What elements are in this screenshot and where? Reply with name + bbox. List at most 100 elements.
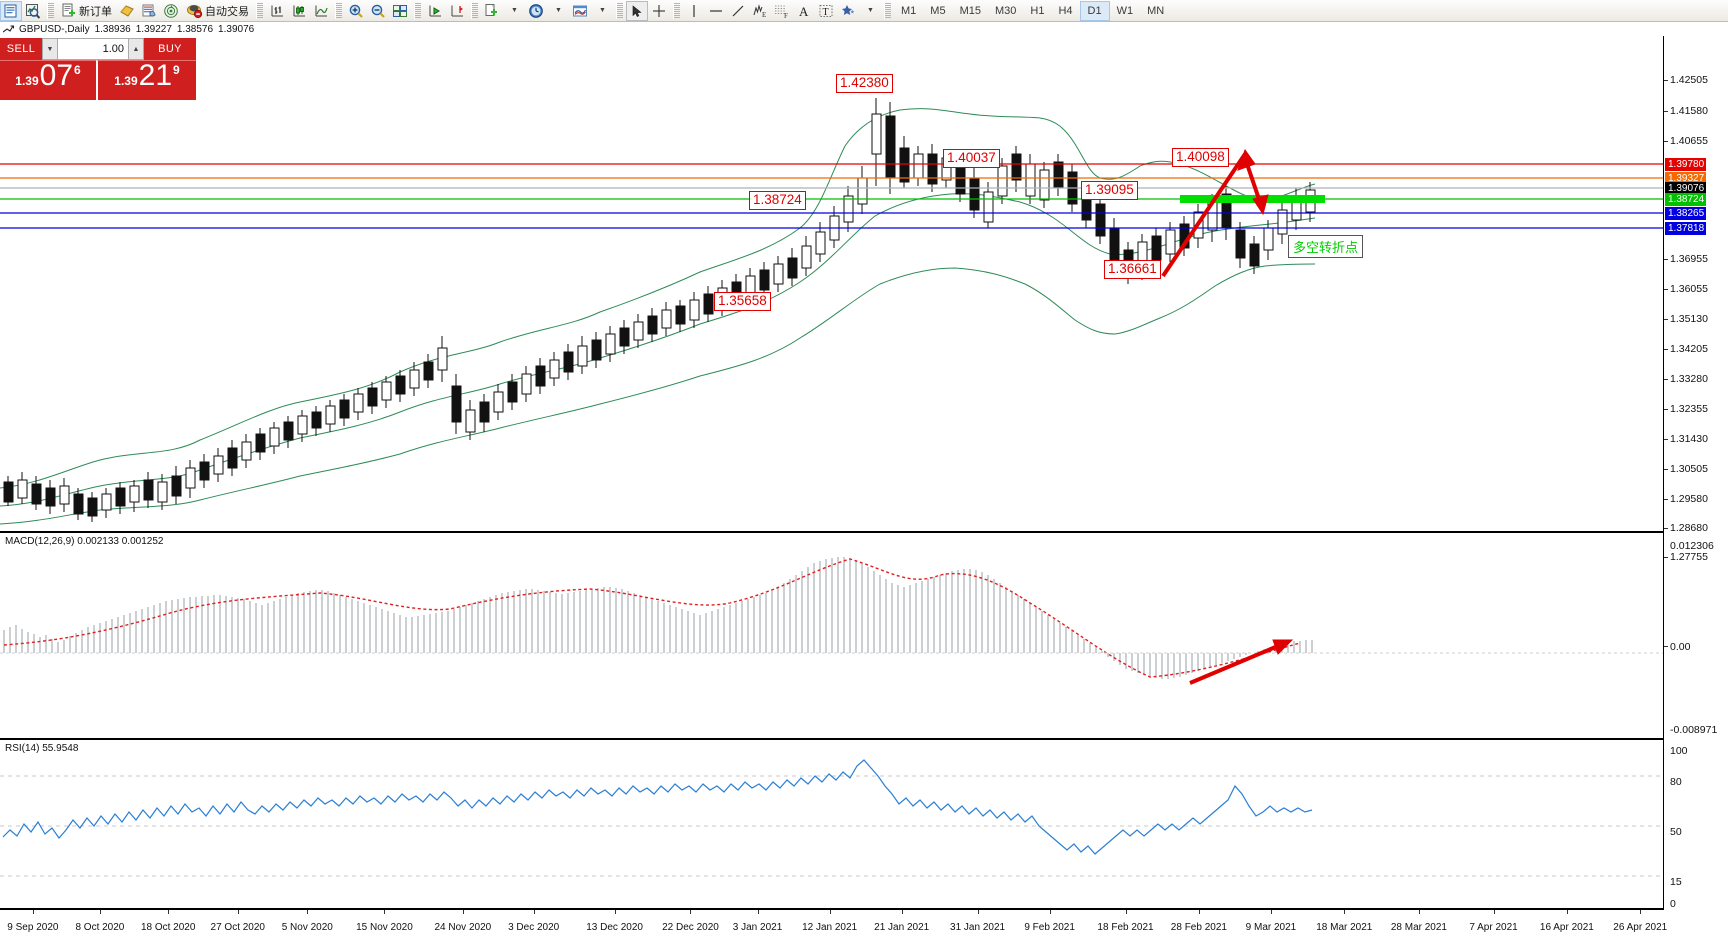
ann-139095[interactable]: 1.39095 bbox=[1081, 181, 1138, 200]
sell-price-main: 07 bbox=[39, 59, 74, 92]
timeframe-button-m5[interactable]: M5 bbox=[930, 4, 946, 17]
expert-advisor-icon[interactable] bbox=[116, 1, 138, 21]
date-axis-label: 26 Apr 2021 bbox=[1613, 922, 1668, 933]
price-axis-tick bbox=[1664, 499, 1668, 500]
volume-input[interactable]: 1.00 bbox=[58, 38, 128, 60]
chart-area[interactable]: 1.42380 1.40037 1.40098 1.39095 1.38724 1.366… bbox=[0, 36, 1728, 910]
timeframe-button-h4[interactable]: H4 bbox=[1058, 4, 1073, 17]
price-axis-label: 1.40655 bbox=[1670, 135, 1708, 147]
navigator-icon[interactable] bbox=[160, 1, 182, 21]
price-axis-label: 1.33280 bbox=[1670, 373, 1708, 385]
auto-scroll-icon[interactable] bbox=[446, 1, 468, 21]
shift-end-icon[interactable] bbox=[424, 1, 446, 21]
macd-axis-zero: 0.00 bbox=[1670, 641, 1691, 653]
price-tag-orange[interactable]: 1.39327 bbox=[1665, 172, 1707, 185]
chart-symbol-label: GBPUSD-,Daily bbox=[19, 24, 90, 35]
new-order-button[interactable]: 新订单 bbox=[57, 1, 116, 21]
chart-low-value: 1.38576 bbox=[176, 24, 214, 35]
candlestick-chart-icon[interactable] bbox=[288, 1, 310, 21]
price-tag-resistance[interactable]: 1.39780 bbox=[1665, 158, 1707, 171]
price-tag-blue2[interactable]: 1.37818 bbox=[1665, 222, 1707, 235]
rsi-axis-0: 0 bbox=[1670, 898, 1676, 910]
text-icon[interactable]: A bbox=[793, 1, 815, 21]
market-watch-icon[interactable] bbox=[22, 1, 44, 21]
macd-axis-top: 0.012306 bbox=[1670, 540, 1714, 552]
chart-high-value: 1.39227 bbox=[135, 24, 172, 35]
timeframe-button-d1[interactable]: D1 bbox=[1079, 0, 1110, 21]
cursor-icon[interactable] bbox=[626, 0, 648, 21]
date-axis-label: 28 Mar 2021 bbox=[1390, 922, 1447, 933]
ann-138724[interactable]: 1.38724 bbox=[749, 191, 806, 210]
price-pane[interactable]: 1.42380 1.40037 1.40098 1.39095 1.38724 1.366… bbox=[0, 36, 1663, 533]
date-axis-label: 5 Nov 2020 bbox=[281, 922, 333, 933]
line-chart-icon[interactable] bbox=[310, 1, 332, 21]
date-axis-tick bbox=[384, 910, 386, 914]
vertical-line-icon[interactable] bbox=[683, 1, 705, 21]
ann-136661[interactable]: 1.36661 bbox=[1104, 260, 1161, 279]
date-axis-label: 9 Feb 2021 bbox=[1024, 922, 1075, 933]
zoom-out-icon[interactable] bbox=[367, 1, 389, 21]
date-axis-label: 8 Oct 2020 bbox=[75, 922, 125, 933]
ann-140098[interactable]: 1.40098 bbox=[1172, 148, 1229, 167]
timeframe-button-m15[interactable]: M15 bbox=[959, 4, 981, 17]
price-tag-support-green[interactable]: 1.38724 bbox=[1665, 193, 1707, 206]
rsi-axis-100: 100 bbox=[1670, 745, 1688, 757]
price-axis-tick bbox=[1664, 528, 1668, 529]
periods-dropdown-arrow[interactable]: ▼ bbox=[555, 7, 562, 14]
timeframe-button-m30[interactable]: M30 bbox=[994, 4, 1017, 17]
date-axis-tick bbox=[757, 910, 759, 914]
templates-dropdown-arrow[interactable]: ▼ bbox=[511, 7, 518, 14]
horizontal-line-icon[interactable] bbox=[705, 1, 727, 21]
sell-price-fraction: 6 bbox=[74, 63, 81, 77]
toolbar-separator bbox=[414, 2, 421, 19]
templates-icon[interactable] bbox=[481, 1, 503, 21]
volume-increase-button[interactable]: ▲ bbox=[128, 38, 144, 60]
bar-chart-icon[interactable] bbox=[266, 1, 288, 21]
autotrading-button[interactable]: 自动交易 bbox=[182, 1, 253, 21]
rsi-pane[interactable]: RSI(14) 55.9548 bbox=[0, 742, 1663, 910]
candlestick-series bbox=[3, 98, 1316, 522]
volume-decrease-button[interactable]: ▼ bbox=[42, 38, 58, 60]
price-axis-tick bbox=[1664, 319, 1668, 320]
shapes-icon[interactable] bbox=[837, 1, 859, 21]
trade-arrows bbox=[1161, 148, 1269, 278]
buy-button[interactable]: BUY bbox=[144, 38, 196, 60]
ann-135658[interactable]: 1.35658 bbox=[714, 292, 771, 311]
ann-turning-point[interactable]: 多空转折点 bbox=[1288, 235, 1364, 258]
price-tag-blue1[interactable]: 1.38265 bbox=[1665, 207, 1707, 220]
text-label-icon[interactable]: T bbox=[815, 1, 837, 21]
elliott-wave-icon[interactable]: E bbox=[749, 1, 771, 21]
indicators-dropdown-arrow[interactable]: ▼ bbox=[599, 7, 606, 14]
trendline-icon[interactable] bbox=[727, 1, 749, 21]
ann-140037[interactable]: 1.40037 bbox=[943, 149, 1000, 168]
fibonacci-icon[interactable]: F bbox=[771, 1, 793, 21]
periods-icon[interactable] bbox=[525, 1, 547, 21]
indicators-icon[interactable] bbox=[569, 1, 591, 21]
price-axis-label: 1.42505 bbox=[1670, 74, 1708, 86]
date-axis[interactable]: 9 Sep 2020 8 Oct 2020 18 Oct 2020 27 Oct 20… bbox=[0, 910, 1728, 947]
ann-142380[interactable]: 1.42380 bbox=[836, 74, 893, 93]
price-axis[interactable]: 1.42505 1.41580 1.40655 1.36955 1.36055 1.351… bbox=[1663, 36, 1728, 910]
price-axis-tick bbox=[1664, 409, 1668, 410]
buy-price-display[interactable]: 1.39 21 9 bbox=[96, 60, 196, 100]
zoom-in-icon[interactable] bbox=[345, 1, 367, 21]
timeframe-button-m1[interactable]: M1 bbox=[901, 4, 917, 17]
horizontal-price-lines bbox=[0, 163, 1663, 229]
price-axis-label: 1.36955 bbox=[1670, 253, 1708, 265]
timeframe-button-h1[interactable]: H1 bbox=[1030, 4, 1045, 17]
crosshair-icon[interactable] bbox=[648, 1, 670, 21]
macd-pane[interactable]: MACD(12,26,9) 0.002133 0.001252 bbox=[0, 535, 1663, 740]
timeframe-group: M1 M5 M15 M30 H1 H4 D1 W1 MN bbox=[894, 0, 1171, 21]
price-tag-last[interactable]: 1.39076 bbox=[1665, 182, 1707, 195]
tile-windows-icon[interactable] bbox=[389, 1, 411, 21]
shapes-dropdown-arrow[interactable]: ▼ bbox=[867, 7, 874, 14]
rsi-axis-50: 50 bbox=[1670, 826, 1682, 838]
price-axis-tick bbox=[1664, 141, 1668, 142]
timeframe-button-mn[interactable]: MN bbox=[1147, 4, 1165, 17]
sell-button[interactable]: SELL bbox=[0, 38, 42, 60]
sell-price-display[interactable]: 1.39 07 6 bbox=[0, 60, 96, 100]
terminal-icon[interactable] bbox=[0, 0, 22, 21]
timeframe-button-w1[interactable]: W1 bbox=[1116, 4, 1134, 17]
date-axis-tick bbox=[690, 910, 692, 914]
data-window-icon[interactable] bbox=[138, 1, 160, 21]
